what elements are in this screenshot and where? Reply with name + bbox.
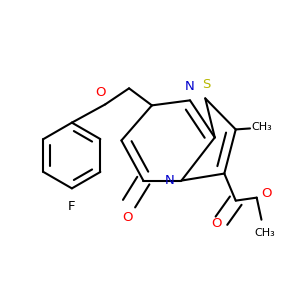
- Text: O: O: [261, 187, 272, 200]
- Text: N: N: [185, 80, 195, 93]
- Text: F: F: [68, 200, 76, 213]
- Text: CH₃: CH₃: [251, 122, 272, 132]
- Text: O: O: [96, 86, 106, 99]
- Text: N: N: [164, 174, 174, 187]
- Text: CH₃: CH₃: [254, 228, 275, 238]
- Text: O: O: [122, 211, 133, 224]
- Text: S: S: [202, 78, 211, 91]
- Text: O: O: [211, 217, 222, 230]
